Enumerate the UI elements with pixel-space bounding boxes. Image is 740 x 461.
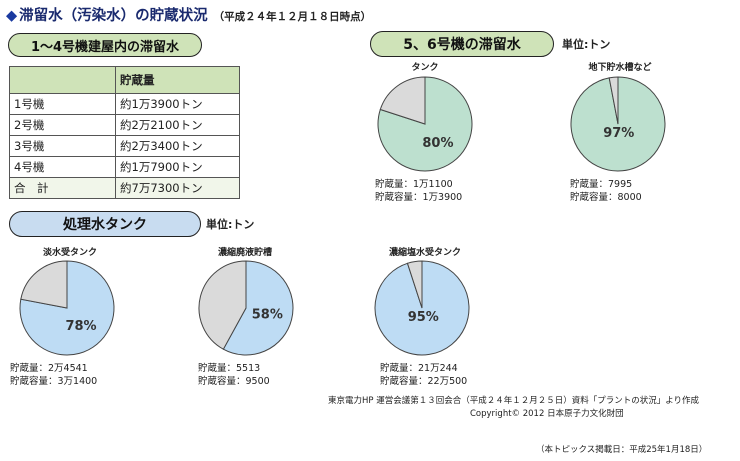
pie-svg: 78% xyxy=(19,260,115,356)
pie-chart-brine: 濃縮塩水受タンク 95% 貯蔵量：21万244 貯蔵容量：22万500 xyxy=(355,245,495,390)
pie-percent-label: 58% xyxy=(252,307,283,322)
pie-slice-empty xyxy=(198,260,247,350)
table-cell-unit: 2号機 xyxy=(9,114,116,136)
title-text: 滞留水（汚染水）の貯蔵状況 xyxy=(19,8,208,24)
table-cell-unit: 3号機 xyxy=(9,135,116,157)
page-title: ◆ 滞留水（汚染水）の貯蔵状況 （平成２４年１２月１８日時点） xyxy=(6,4,371,25)
table-total-row: 合 計 約7万7300トン xyxy=(9,177,240,199)
table-cell-volume: 約1万7900トン xyxy=(115,156,240,178)
pie-svg: 80% xyxy=(377,76,473,172)
diamond-icon: ◆ xyxy=(6,8,18,24)
pie-percent-label: 97% xyxy=(603,126,634,141)
pie-slice-empty xyxy=(608,76,619,125)
buildings-storage-table: 貯蔵量 1号機 約1万3900トン 2号機 約2万2100トン 3号機 約2万3… xyxy=(9,66,240,199)
pie-slice-filled xyxy=(222,260,294,356)
table-header-blank xyxy=(9,66,116,94)
pie-title: 淡水受タンク xyxy=(42,248,97,258)
units56-section-pill: 5、6号機の滞留水 xyxy=(370,31,554,57)
table-header-volume: 貯蔵量 xyxy=(115,66,240,94)
pie-title: 濃縮塩水受タンク xyxy=(388,248,461,258)
pie-slice-empty xyxy=(20,260,68,309)
pie-storage-amount: 貯蔵量：1万1100 xyxy=(375,179,453,190)
pie-storage-capacity: 貯蔵容量：3万1400 xyxy=(10,376,98,387)
pie-storage-amount: 貯蔵量：5513 xyxy=(198,363,261,374)
pie-svg: 95% xyxy=(374,260,470,356)
pie-chart-underground: 地下貯水槽など 97% 貯蔵量：7995 貯蔵容量：8000 xyxy=(540,60,700,210)
pie-svg: 97% xyxy=(570,76,666,172)
pie-storage-capacity: 貯蔵容量：9500 xyxy=(198,376,270,387)
source-line: 東京電力HP 運営会議第１３回会合（平成２４年１２月２５日）資料「プラントの状況… xyxy=(328,396,700,406)
pie-chart-freshwater: 淡水受タンク 78% 貯蔵量：2万4541 貯蔵容量：3万1400 xyxy=(0,245,140,390)
table-total-label: 合 計 xyxy=(9,177,116,199)
pie-slice-empty xyxy=(406,260,423,309)
pie-svg: 58% xyxy=(198,260,294,356)
copyright-line: Copyright© 2012 日本原子力文化財団 xyxy=(470,409,624,419)
pie-title: 地下貯水槽など xyxy=(588,63,652,73)
date-note: （平成２４年１２月１８日時点） xyxy=(213,11,372,23)
posted-date: （本トピックス掲載日：平成25年1月18日） xyxy=(536,445,708,455)
table-header-row: 貯蔵量 xyxy=(9,66,240,94)
table-row: 3号機 約2万3400トン xyxy=(9,135,240,157)
pie-title: 濃縮廃液貯槽 xyxy=(217,248,272,258)
table-cell-volume: 約1万3900トン xyxy=(115,93,240,115)
pie-storage-amount: 貯蔵量：7995 xyxy=(570,179,633,190)
table-row: 1号機 約1万3900トン xyxy=(9,93,240,115)
units56-unit-note: 単位:トン xyxy=(562,38,611,51)
treated-unit-note: 単位:トン xyxy=(206,218,255,231)
pie-title: タンク xyxy=(411,63,439,73)
buildings-section-pill: 1〜4号機建屋内の滞留水 xyxy=(8,33,202,57)
pie-percent-label: 80% xyxy=(422,136,453,151)
pie-percent-label: 78% xyxy=(65,319,96,334)
table-row: 4号機 約1万7900トン xyxy=(9,156,240,178)
pie-slice-empty xyxy=(379,76,426,125)
pie-percent-label: 95% xyxy=(408,310,439,325)
pie-storage-amount: 貯蔵量：21万244 xyxy=(380,363,458,374)
table-total-value: 約7万7300トン xyxy=(115,177,240,199)
pie-storage-amount: 貯蔵量：2万4541 xyxy=(10,363,88,374)
pie-storage-capacity: 貯蔵容量：8000 xyxy=(570,192,642,203)
table-cell-volume: 約2万3400トン xyxy=(115,135,240,157)
table-cell-unit: 4号機 xyxy=(9,156,116,178)
treated-section-pill: 処理水タンク xyxy=(9,211,201,237)
table-row: 2号機 約2万2100トン xyxy=(9,114,240,136)
table-cell-unit: 1号機 xyxy=(9,93,116,115)
pie-chart-concentrated-waste: 濃縮廃液貯槽 58% 貯蔵量：5513 貯蔵容量：9500 xyxy=(180,245,310,390)
pie-storage-capacity: 貯蔵容量：1万3900 xyxy=(375,192,463,203)
pie-storage-capacity: 貯蔵容量：22万500 xyxy=(380,376,468,387)
pie-chart-tank: タンク 80% 貯蔵量：1万1100 貯蔵容量：1万3900 xyxy=(345,60,505,210)
table-cell-volume: 約2万2100トン xyxy=(115,114,240,136)
